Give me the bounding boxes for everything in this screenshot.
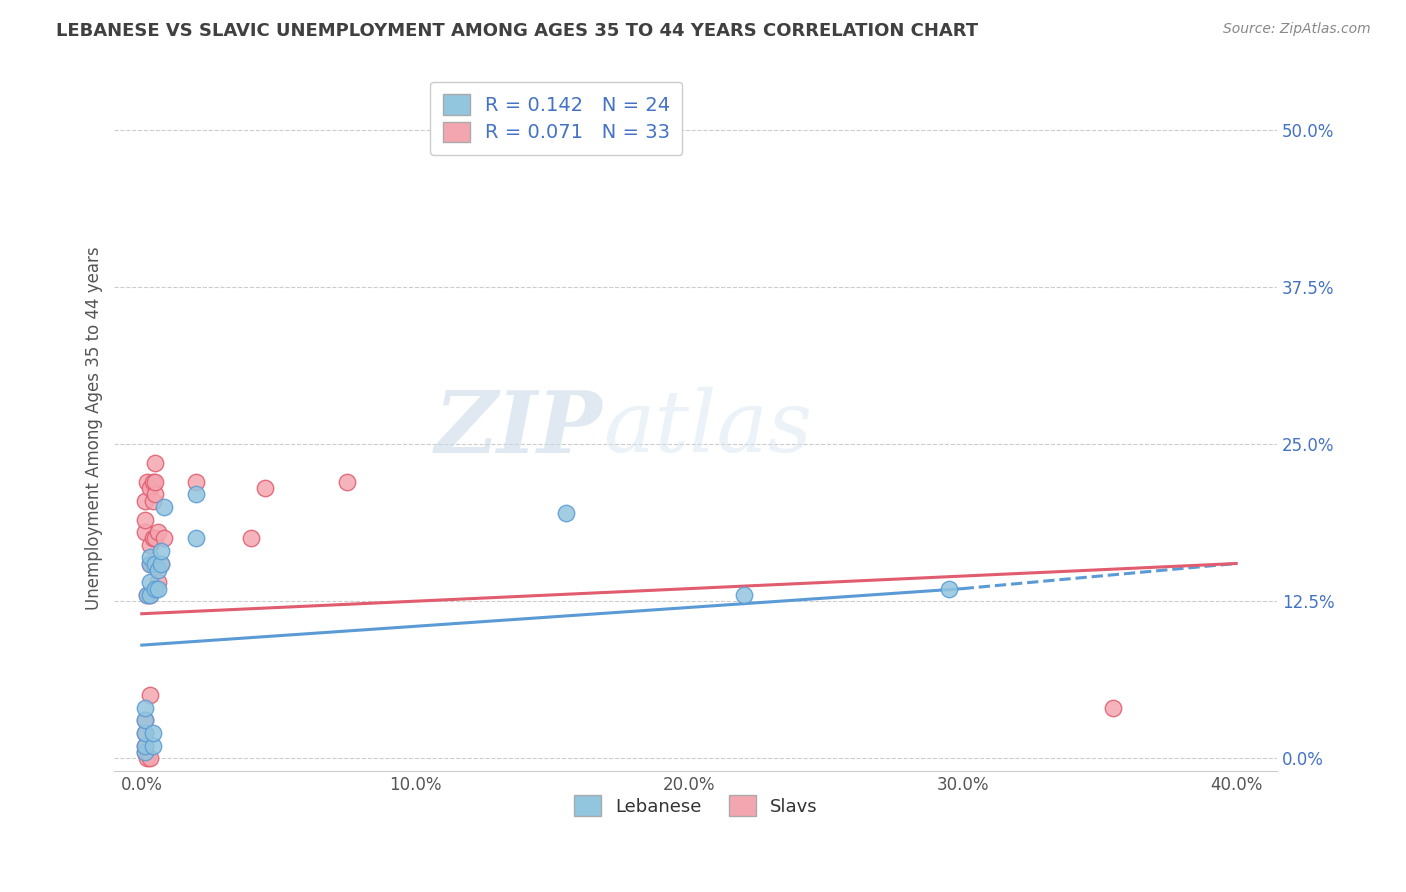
Text: atlas: atlas [603, 387, 811, 470]
Text: ZIP: ZIP [434, 387, 603, 470]
Point [145, 456, 167, 470]
Text: LEBANESE VS SLAVIC UNEMPLOYMENT AMONG AGES 35 TO 44 YEARS CORRELATION CHART: LEBANESE VS SLAVIC UNEMPLOYMENT AMONG AG… [56, 22, 979, 40]
Point [148, 563, 170, 577]
Point [240, 532, 263, 546]
Legend: Lebanese, Slavs: Lebanese, Slavs [567, 788, 825, 823]
Point [136, 751, 159, 765]
Point [139, 538, 162, 552]
Point [253, 481, 276, 495]
Point [139, 557, 162, 571]
Point [145, 532, 167, 546]
Point [139, 481, 162, 495]
Point [134, 714, 156, 728]
Point [139, 550, 162, 565]
Point [149, 557, 172, 571]
Point [938, 582, 960, 596]
Point [134, 701, 156, 715]
Point [149, 544, 172, 558]
Point [336, 475, 359, 489]
Point [136, 588, 159, 602]
Point [145, 487, 167, 501]
Point [152, 500, 174, 514]
Point [139, 575, 162, 590]
Point [142, 532, 165, 546]
Point [145, 475, 167, 489]
Point [554, 506, 576, 520]
Text: Source: ZipAtlas.com: Source: ZipAtlas.com [1223, 22, 1371, 37]
Point [134, 726, 156, 740]
Point [139, 751, 162, 765]
Point [149, 557, 172, 571]
Point [142, 493, 165, 508]
Point [136, 588, 159, 602]
Point [148, 525, 170, 540]
Point [142, 475, 165, 489]
Point [142, 739, 165, 753]
Y-axis label: Unemployment Among Ages 35 to 44 years: Unemployment Among Ages 35 to 44 years [86, 247, 103, 610]
Point [136, 475, 159, 489]
Point [134, 493, 156, 508]
Point [1102, 701, 1125, 715]
Point [148, 582, 170, 596]
Point [733, 588, 755, 602]
Point [134, 714, 156, 728]
Point [186, 532, 208, 546]
Point [148, 575, 170, 590]
Point [134, 726, 156, 740]
Point [145, 582, 167, 596]
Point [139, 557, 162, 571]
Point [134, 525, 156, 540]
Point [139, 588, 162, 602]
Point [142, 726, 165, 740]
Point [145, 557, 167, 571]
Point [186, 475, 208, 489]
Point [139, 588, 162, 602]
Point [139, 689, 162, 703]
Point [186, 487, 208, 501]
Point [134, 745, 156, 759]
Point [134, 512, 156, 526]
Point [134, 739, 156, 753]
Point [142, 557, 165, 571]
Point [134, 745, 156, 759]
Point [152, 532, 174, 546]
Point [134, 739, 156, 753]
